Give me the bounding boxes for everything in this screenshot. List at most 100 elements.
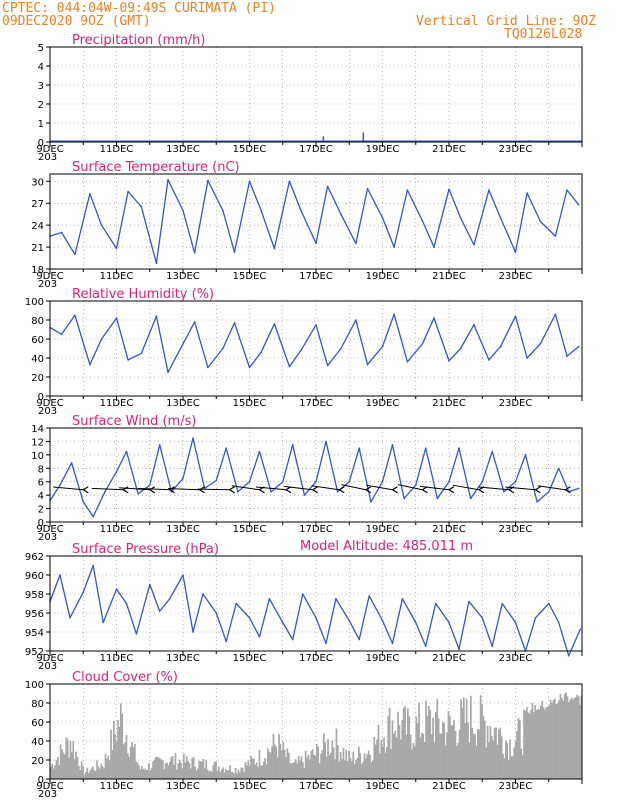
cloud-bar (404, 706, 406, 779)
data-point (526, 192, 528, 194)
cloud-bar (496, 744, 499, 779)
cloud-bar (149, 770, 152, 779)
cloud-bar (502, 753, 504, 779)
data-point (207, 179, 209, 182)
x-tick-label: 11DEC (100, 653, 134, 664)
data-point (300, 349, 302, 352)
x-tick-label: 21DEC (432, 524, 466, 535)
cloud-bar (142, 768, 145, 779)
data-point (59, 574, 61, 576)
cloud-bar (117, 719, 119, 779)
cloud-bar (419, 737, 422, 779)
wind-arrowhead (285, 486, 292, 494)
cloud-bar (79, 770, 82, 779)
data-point (315, 242, 317, 245)
data-point (436, 497, 439, 500)
cloud-bar (244, 761, 247, 779)
data-point (102, 621, 104, 624)
cloud-bar (176, 769, 178, 779)
x-tick-label: 21DEC (432, 398, 466, 409)
x-tick-label: 23DEC (499, 653, 533, 664)
cloud-bar (101, 766, 104, 779)
cloud-bar (276, 757, 279, 779)
cloud-bar (430, 734, 433, 779)
cloud-bar (100, 763, 103, 779)
cloud-bar (429, 709, 432, 779)
cloud-bar (444, 745, 447, 779)
data-point (258, 635, 261, 638)
cloud-bar (507, 760, 510, 779)
cloud-bar (458, 729, 461, 779)
cloud-bar (450, 725, 453, 779)
cloud-bar (225, 769, 227, 779)
data-point (60, 333, 63, 336)
wind-vector (397, 484, 423, 491)
cloud-bar (104, 753, 107, 779)
cloud-bar (68, 757, 70, 779)
y-tick-label: 20 (31, 756, 44, 767)
x-tick-label: 15DEC (233, 653, 267, 664)
data-point (315, 616, 317, 619)
cloud-bar (478, 729, 481, 779)
data-point (248, 366, 251, 369)
wind-vector (366, 484, 393, 491)
data-point (499, 217, 502, 219)
cloud-bar (229, 765, 231, 779)
cloud-bar (359, 753, 362, 779)
cloud-bar (232, 772, 234, 779)
cloud-bar (346, 761, 349, 779)
cloud-bar (107, 755, 110, 779)
data-point (237, 490, 239, 493)
data-point (260, 351, 262, 354)
y-tick-label: 2 (38, 505, 44, 516)
data-point (168, 597, 171, 600)
cloud-bar (132, 746, 135, 779)
panel-title: Precipitation (mm/h) (72, 33, 205, 48)
cloud-bar (90, 768, 93, 779)
wind-vector (138, 487, 170, 491)
y-tick-label: 6 (38, 478, 44, 489)
cloud-bar (372, 760, 374, 779)
cloud-bar (65, 737, 68, 779)
data-point (355, 242, 357, 245)
data-point (233, 322, 236, 324)
cloud-bar (566, 696, 569, 779)
data-point (207, 366, 209, 369)
cloud-bar (353, 764, 356, 779)
wind-vector (91, 487, 124, 491)
cloud-bar (503, 758, 506, 779)
x-tick-label: 21DEC (432, 144, 466, 155)
cloud-bar (113, 720, 115, 779)
y-tick-label: 4 (38, 62, 44, 73)
data-point (82, 591, 85, 593)
data-point (140, 206, 143, 208)
cloud-bar (64, 754, 66, 779)
panel-title: Surface Pressure (hPa) (72, 542, 219, 557)
cloud-bar (321, 749, 324, 779)
data-point (60, 231, 63, 234)
y-tick-label: 21 (31, 243, 44, 254)
x-tick-label: 9DEC (36, 653, 63, 664)
cloud-bar (169, 762, 171, 779)
cloud-bar (580, 695, 583, 779)
x-tick-label: 9DEC (36, 271, 63, 282)
data-point (233, 251, 236, 253)
data-point (368, 595, 371, 597)
x-tick-label: 11DEC (100, 398, 134, 409)
y-tick-label: 8 (38, 464, 44, 475)
cloud-bar (122, 744, 125, 779)
cloud-bar (561, 697, 563, 779)
data-point (381, 480, 384, 483)
cloud-bar (300, 756, 303, 779)
data-point (115, 588, 118, 591)
cloud-bar (152, 761, 154, 779)
cloud-bar (195, 770, 198, 779)
cloud-bar (292, 762, 294, 779)
cloud-bar (240, 767, 243, 779)
data-point (514, 251, 517, 253)
cloud-bar (146, 769, 149, 779)
cloud-bar (156, 756, 159, 779)
data-point (503, 490, 505, 493)
data-point (414, 484, 417, 486)
cloud-bar (218, 766, 220, 779)
